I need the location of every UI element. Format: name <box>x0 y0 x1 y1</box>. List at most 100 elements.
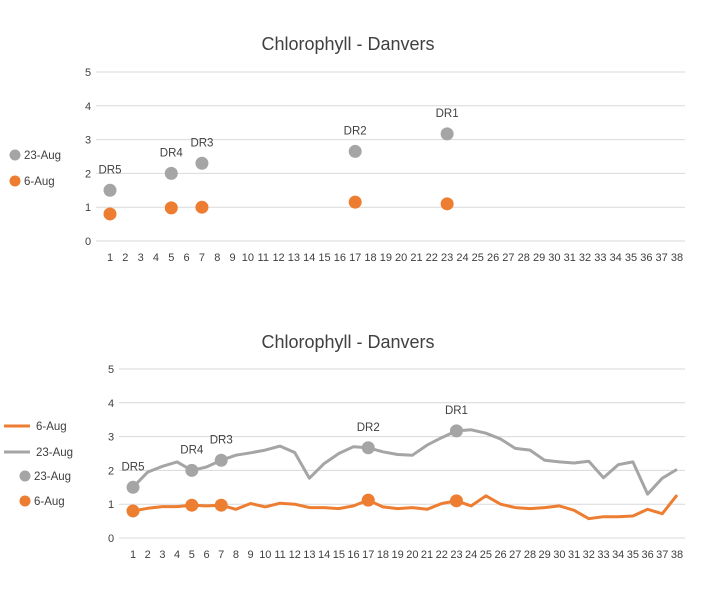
data-point <box>348 144 362 158</box>
x-tick-label: 34 <box>610 252 622 264</box>
x-tick-label: 35 <box>625 252 637 264</box>
data-point <box>449 494 463 508</box>
x-axis-ticks: 1 2 3 4 5 6 7 8 9 10 11 12 13 14 15 16 17 18 19 20 21 22 23 24 2… <box>107 252 683 264</box>
data-label: DR2 <box>357 422 380 434</box>
x-tick-label: 37 <box>656 549 668 561</box>
y-tick-label: 3 <box>85 135 91 147</box>
data-label: DR5 <box>98 164 121 176</box>
x-tick-label: 38 <box>671 549 683 561</box>
data-point <box>126 504 140 518</box>
x-tick-label: 17 <box>362 549 374 561</box>
x-tick-label: 6 <box>184 252 190 264</box>
x-tick-label: 14 <box>303 252 315 264</box>
x-tick-label: 32 <box>579 252 591 264</box>
data-point <box>361 441 375 455</box>
x-tick-label: 15 <box>333 549 345 561</box>
gridlines <box>119 368 685 539</box>
x-tick-label: 15 <box>318 252 330 264</box>
x-tick-label: 16 <box>334 252 346 264</box>
data-point <box>164 166 178 180</box>
data-point <box>440 197 454 211</box>
x-tick-label: 3 <box>159 549 165 561</box>
legend-label: 23-Aug <box>34 471 71 483</box>
x-tick-label: 22 <box>436 549 448 561</box>
x-tick-label: 26 <box>487 252 499 264</box>
x-tick-label: 30 <box>548 252 560 264</box>
x-tick-label: 5 <box>189 549 195 561</box>
x-tick-label: 22 <box>426 252 438 264</box>
x-tick-label: 7 <box>199 252 205 264</box>
data-point <box>214 453 228 467</box>
x-tick-label: 13 <box>288 252 300 264</box>
x-tick-label: 20 <box>406 549 418 561</box>
data-label: DR2 <box>344 125 367 137</box>
legend-marker-swatch <box>9 175 21 187</box>
legend-label: 23-Aug <box>24 150 61 162</box>
x-tick-label: 31 <box>568 549 580 561</box>
legend-marker-swatch <box>19 495 31 507</box>
y-tick-label: 2 <box>85 168 91 180</box>
x-tick-label: 5 <box>168 252 174 264</box>
x-tick-label: 17 <box>349 252 361 264</box>
data-marks <box>126 424 463 518</box>
data-point <box>185 463 199 477</box>
x-tick-label: 18 <box>377 549 389 561</box>
x-tick-label: 19 <box>380 252 392 264</box>
gridlines <box>96 71 685 242</box>
y-tick-label: 1 <box>85 202 91 214</box>
x-tick-label: 13 <box>303 549 315 561</box>
data-point <box>348 195 362 209</box>
x-tick-label: 12 <box>289 549 301 561</box>
x-tick-label: 10 <box>242 252 254 264</box>
data-point <box>103 183 117 197</box>
x-tick-label: 27 <box>502 252 514 264</box>
legend: 23-Aug 6-Aug <box>9 149 61 188</box>
x-tick-label: 25 <box>472 252 484 264</box>
x-tick-label: 21 <box>410 252 422 264</box>
point-labels: DR5 DR4 DR3 DR2 DR1 <box>121 405 467 473</box>
x-tick-label: 20 <box>395 252 407 264</box>
legend-label: 23-Aug <box>36 447 73 459</box>
x-tick-label: 8 <box>214 252 220 264</box>
y-tick-label: 2 <box>108 465 114 477</box>
x-axis-ticks: 1 2 3 4 5 6 7 8 9 10 11 12 13 14 15 16 17 18 19 20 21 22 23 24 2… <box>130 549 683 561</box>
x-tick-label: 27 <box>509 549 521 561</box>
x-tick-label: 37 <box>656 252 668 264</box>
data-label: DR3 <box>190 137 213 149</box>
x-tick-label: 1 <box>107 252 113 264</box>
x-tick-label: 1 <box>130 549 136 561</box>
data-point <box>195 200 209 214</box>
x-tick-label: 16 <box>347 549 359 561</box>
legend-label: 6-Aug <box>36 421 67 433</box>
y-tick-label: 3 <box>108 432 114 444</box>
data-marks <box>103 127 454 221</box>
x-tick-label: 33 <box>597 549 609 561</box>
x-tick-label: 36 <box>641 549 653 561</box>
y-tick-label: 4 <box>85 101 91 113</box>
x-tick-label: 14 <box>318 549 330 561</box>
x-tick-label: 12 <box>272 252 284 264</box>
x-tick-label: 18 <box>364 252 376 264</box>
x-tick-label: 35 <box>627 549 639 561</box>
x-tick-label: 31 <box>564 252 576 264</box>
data-point <box>164 201 178 215</box>
x-tick-label: 2 <box>145 549 151 561</box>
x-tick-label: 19 <box>392 549 404 561</box>
data-point <box>449 424 463 438</box>
legend-label: 6-Aug <box>24 176 55 188</box>
x-tick-label: 24 <box>456 252 468 264</box>
chart-title: Chlorophyll - Danvers <box>261 34 434 54</box>
series-line <box>132 494 679 521</box>
data-point <box>103 207 117 221</box>
data-label: DR1 <box>436 108 459 120</box>
y-axis-ticks: 0 1 2 3 4 5 <box>108 364 114 545</box>
data-label: DR3 <box>210 434 233 446</box>
legend: 6-Aug 23-Aug 23-Aug 6-Aug <box>4 421 73 508</box>
y-tick-label: 5 <box>108 364 114 376</box>
x-tick-label: 34 <box>612 549 624 561</box>
data-point <box>195 156 209 170</box>
x-tick-label: 2 <box>122 252 128 264</box>
y-tick-label: 1 <box>108 499 114 511</box>
